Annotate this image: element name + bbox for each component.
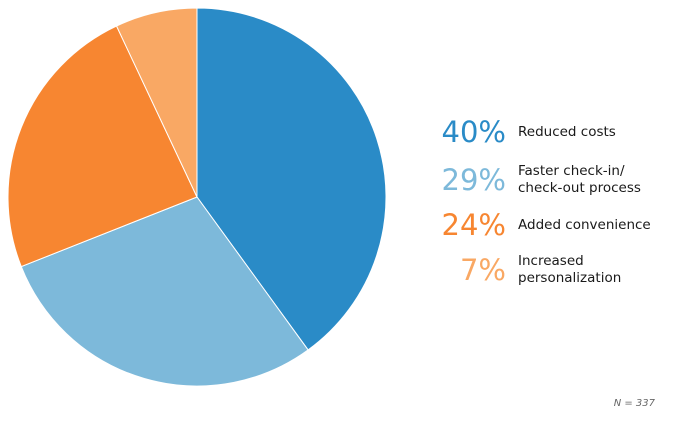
legend: 40% Reduced costs 29% Faster check-in/ c… [430,112,670,298]
legend-percent: 29% [441,162,506,197]
pie-slice-0 [196,7,387,351]
pie-slice-1 [20,196,309,387]
legend-item-added-convenience: 24% Added convenience [430,208,670,242]
legend-item-faster-check-in: 29% Faster check-in/ check-out process [430,158,670,202]
legend-label: Reduced costs [518,123,616,140]
pie-chart [7,7,387,387]
legend-label: Added convenience [518,216,651,233]
legend-item-reduced-costs: 40% Reduced costs [430,112,670,152]
legend-percent: 40% [441,114,506,149]
legend-label: Faster check-in/ check-out process [518,163,641,196]
legend-label: Increased personalization [518,253,622,286]
legend-item-increased-personalization: 7% Increased personalization [430,248,670,292]
pie-slice-3 [115,7,198,198]
legend-percent: 7% [459,252,506,287]
legend-percent: 24% [441,207,506,242]
pie-slice-2 [7,25,198,268]
sample-size-note: N = 337 [613,398,655,409]
